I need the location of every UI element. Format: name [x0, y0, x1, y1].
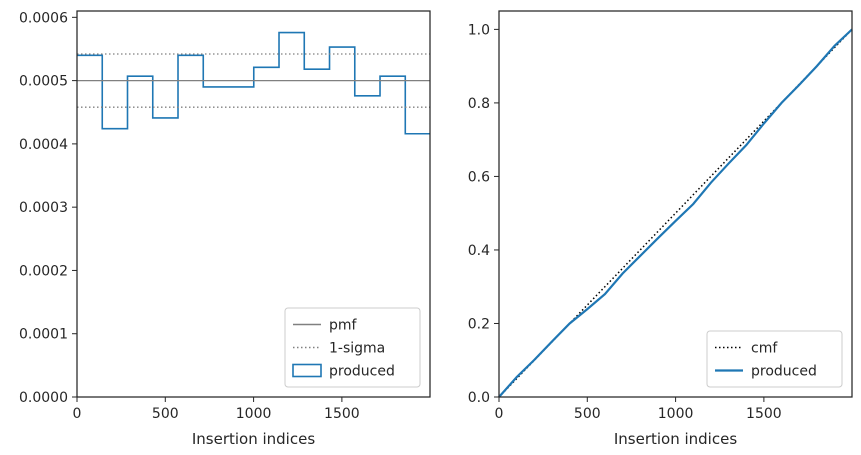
- y-tick-label: 0.0001: [19, 327, 68, 343]
- legend: cmf produced: [706, 330, 843, 388]
- y-tick-label: 0.8: [468, 96, 490, 112]
- legend-box: [284, 307, 421, 388]
- x-tick-label: 1000: [236, 406, 272, 422]
- y-tick-label: 0.2: [468, 316, 490, 332]
- legend-label: pmf: [329, 318, 358, 334]
- y-tick-label: 0.6: [468, 169, 490, 185]
- legend-label: cmf: [751, 341, 778, 357]
- x-tick-label: 1500: [324, 406, 360, 422]
- x-tick-label: 500: [574, 406, 601, 422]
- y-tick-label: 0.0000: [19, 390, 68, 406]
- y-tick-label: 1.0: [468, 22, 490, 38]
- x-axis-label: Insertion indices: [614, 430, 737, 448]
- x-tick-label: 1500: [746, 406, 782, 422]
- legend-box: [706, 330, 843, 388]
- y-tick-label: 0.0005: [19, 74, 68, 90]
- chart-left-pmf: 0 500 1000 1500 0.0000 0.0001 0.0002 0.0003 0.00…: [19, 10, 431, 448]
- x-tick-label: 1000: [658, 406, 694, 422]
- legend-swatch-produced: [292, 363, 322, 378]
- y-tick-label: 0.0: [468, 390, 490, 406]
- y-tick-label: 0.0004: [19, 137, 68, 153]
- legend-label: 1-sigma: [329, 341, 385, 357]
- y-tick-label: 0.0002: [19, 263, 68, 279]
- chart-right-cmf: 0 500 1000 1500 0.0 0.2 0.4 0.6 0.8 1.0 Insertion …: [468, 10, 853, 448]
- y-tick-label: 0.0006: [19, 10, 68, 26]
- legend-label: produced: [329, 364, 395, 380]
- legend: pmf 1-sigma produced: [284, 307, 421, 388]
- series-produced-step: [77, 31, 430, 135]
- legend-label: produced: [751, 364, 817, 380]
- x-tick-label: 0: [495, 406, 504, 422]
- x-tick-label: 500: [152, 406, 179, 422]
- x-axis-label: Insertion indices: [192, 430, 315, 448]
- y-tick-label: 0.4: [468, 243, 490, 259]
- series-produced-line: [498, 28, 853, 398]
- y-tick-label: 0.0003: [19, 200, 68, 216]
- x-tick-label: 0: [73, 406, 82, 422]
